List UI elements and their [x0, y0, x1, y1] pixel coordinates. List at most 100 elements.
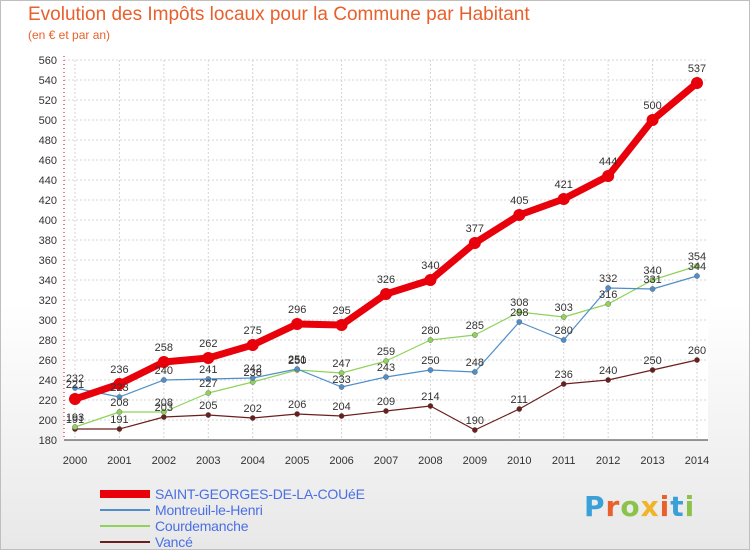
data-point-0	[291, 318, 304, 330]
data-point-1	[72, 385, 78, 391]
data-label: 240	[599, 365, 617, 377]
data-label: 190	[466, 415, 484, 427]
data-label: 421	[555, 179, 573, 191]
data-label: 227	[199, 378, 217, 390]
data-point-0	[646, 114, 659, 126]
logo-letter: P	[584, 490, 606, 523]
legend-item: Montreuil-le-Henri	[100, 502, 365, 518]
data-label: 251	[288, 354, 306, 366]
y-tick-label: 260	[39, 355, 57, 367]
x-tick-label: 2010	[507, 455, 531, 467]
data-label: 275	[244, 325, 262, 337]
data-point-3	[116, 426, 123, 432]
data-label: 241	[199, 364, 217, 376]
data-point-2	[560, 314, 567, 320]
data-label: 191	[66, 414, 84, 426]
data-point-3	[161, 414, 167, 420]
data-label: 344	[688, 261, 706, 273]
data-label: 295	[332, 305, 350, 317]
data-point-1	[116, 394, 123, 400]
data-label: 354	[688, 251, 706, 263]
data-label: 250	[288, 355, 306, 367]
data-point-2	[605, 301, 611, 307]
data-point-0	[157, 356, 170, 368]
legend-swatch	[100, 490, 150, 498]
x-tick-label: 2013	[640, 455, 664, 467]
proxiti-logo: Proxiti	[584, 490, 695, 523]
data-label: 340	[643, 265, 661, 277]
data-label: 340	[421, 260, 439, 272]
data-label: 238	[244, 367, 262, 379]
logo-letter: i	[659, 490, 671, 523]
data-point-2	[694, 263, 700, 269]
data-label: 280	[421, 325, 439, 337]
data-point-3	[249, 415, 256, 421]
data-point-0	[335, 319, 348, 331]
y-tick-label: 240	[39, 375, 57, 387]
data-label: 262	[199, 338, 217, 350]
data-label: 242	[244, 363, 262, 375]
data-point-3	[338, 413, 345, 419]
data-point-2	[516, 309, 523, 315]
data-point-2	[383, 358, 389, 364]
legend-label: SAINT-GEORGES-DE-LA-COUéE	[155, 486, 365, 502]
data-label: 296	[288, 304, 306, 316]
legend-swatch	[100, 509, 150, 511]
y-tick-label: 320	[39, 295, 57, 307]
data-point-1	[472, 369, 478, 375]
y-tick-label: 180	[39, 435, 57, 447]
data-label: 209	[377, 396, 395, 408]
data-label: 204	[332, 401, 350, 413]
legend-item: Courdemanche	[100, 518, 365, 534]
data-label: 250	[421, 355, 439, 367]
data-point-2	[116, 409, 123, 415]
data-label: 240	[155, 365, 173, 377]
data-point-0	[202, 352, 215, 364]
data-point-0	[557, 193, 570, 205]
data-label: 203	[155, 402, 173, 414]
data-point-3	[472, 427, 478, 433]
data-point-1	[427, 367, 434, 373]
data-label: 537	[688, 63, 706, 75]
data-point-1	[294, 366, 300, 372]
logo-letter: o	[620, 490, 641, 523]
data-point-0	[691, 77, 703, 89]
legend-label: Courdemanche	[155, 518, 249, 534]
x-tick-label: 2009	[463, 455, 487, 467]
chart-legend: SAINT-GEORGES-DE-LA-COUéE Montreuil-le-He…	[100, 486, 365, 550]
logo-letter: x	[640, 490, 660, 523]
x-tick-label: 2008	[418, 455, 442, 467]
y-tick-label: 420	[39, 195, 57, 207]
data-label: 248	[466, 357, 484, 369]
x-tick-label: 2000	[63, 455, 87, 467]
logo-letter: r	[605, 490, 621, 523]
y-tick-label: 480	[39, 135, 57, 147]
data-point-2	[649, 277, 656, 283]
data-point-3	[560, 381, 567, 387]
data-label: 377	[466, 223, 484, 235]
data-point-0	[246, 339, 259, 351]
data-point-3	[205, 412, 212, 418]
data-label: 206	[288, 399, 306, 411]
data-label: 326	[377, 274, 395, 286]
data-point-1	[516, 319, 523, 325]
data-point-0	[513, 209, 526, 221]
data-label: 214	[421, 391, 439, 403]
data-point-3	[649, 367, 656, 373]
data-label: 208	[110, 397, 128, 409]
legend-swatch	[100, 541, 150, 543]
data-label: 208	[155, 397, 173, 409]
legend-label: Vancé	[155, 534, 193, 550]
data-label: 233	[332, 374, 350, 386]
data-label: 236	[555, 369, 573, 381]
logo-letter: i	[684, 490, 696, 523]
data-label: 444	[599, 156, 617, 168]
data-label: 259	[377, 346, 395, 358]
data-label: 280	[555, 325, 573, 337]
data-point-1	[649, 286, 656, 292]
y-tick-label: 380	[39, 235, 57, 247]
data-point-0	[380, 288, 392, 300]
data-point-0	[69, 393, 81, 405]
y-tick-label: 220	[39, 395, 57, 407]
